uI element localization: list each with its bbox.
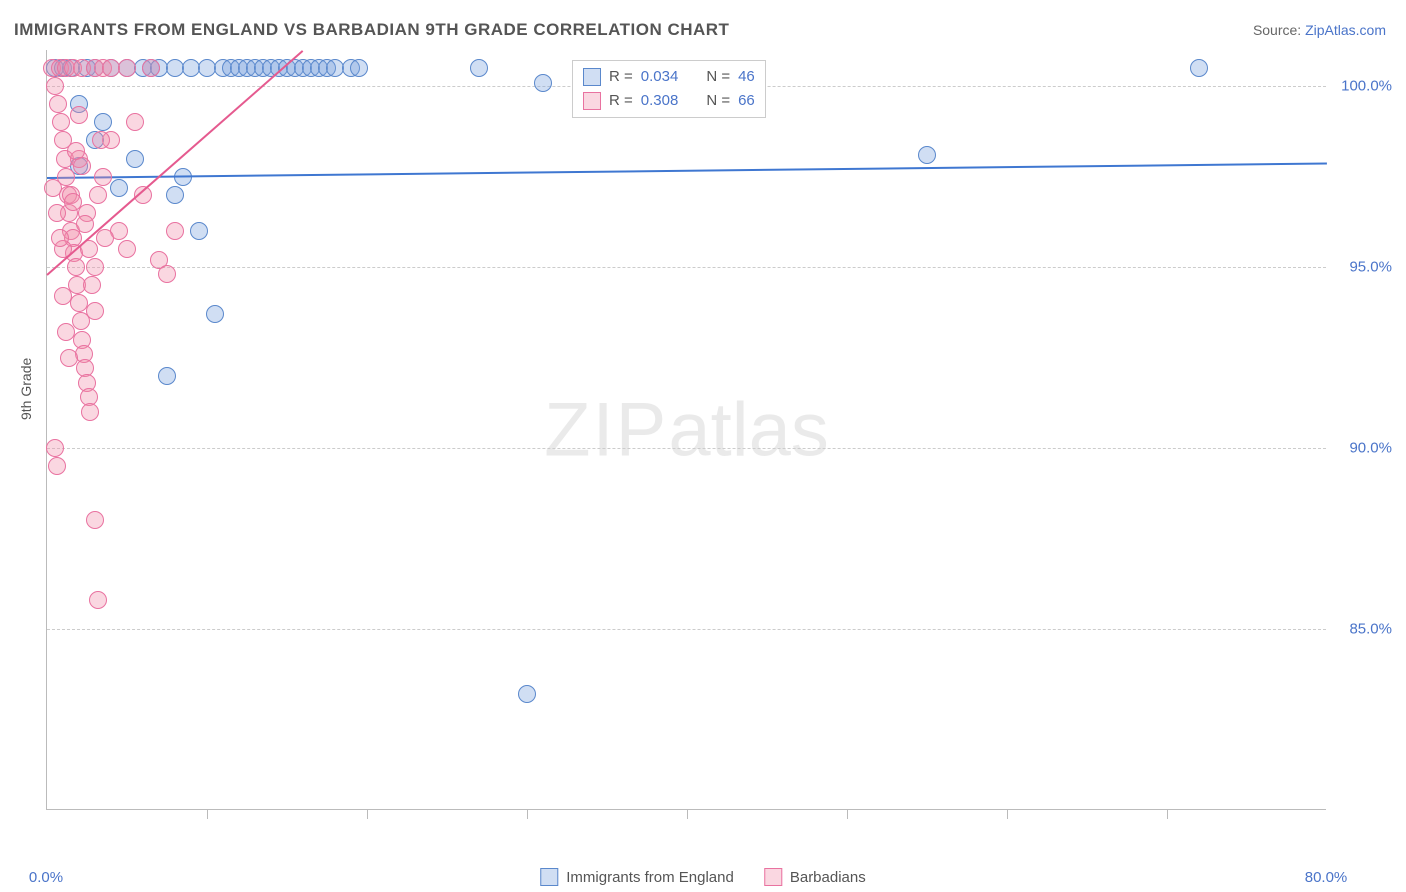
data-point: [470, 59, 488, 77]
watermark: ZIPatlas: [544, 386, 829, 473]
gridline: [47, 448, 1326, 449]
data-point: [67, 258, 85, 276]
stat-n-value: 66: [738, 89, 755, 113]
data-point: [51, 229, 69, 247]
x-tick-label: 0.0%: [29, 869, 63, 886]
data-point: [60, 349, 78, 367]
data-point: [49, 95, 67, 113]
legend-swatch: [583, 92, 601, 110]
data-point: [52, 113, 70, 131]
bottom-legend: Immigrants from England Barbadians: [540, 868, 865, 886]
correlation-legend-row: R = 0.034 N = 46: [583, 65, 755, 89]
watermark-atlas: atlas: [668, 387, 829, 472]
data-point: [118, 59, 136, 77]
stat-n-value: 46: [738, 65, 755, 89]
y-tick-label: 85.0%: [1349, 621, 1392, 638]
data-point: [70, 106, 88, 124]
data-point: [142, 59, 160, 77]
x-tick: [687, 809, 688, 819]
source-value: ZipAtlas.com: [1305, 22, 1386, 38]
data-point: [126, 113, 144, 131]
legend-item-england: Immigrants from England: [540, 868, 734, 886]
stat-r-value: 0.034: [641, 65, 679, 89]
data-point: [158, 265, 176, 283]
data-point: [1190, 59, 1208, 77]
x-tick: [1167, 809, 1168, 819]
data-point: [46, 77, 64, 95]
x-tick: [847, 809, 848, 819]
legend-swatch-barbadians: [764, 868, 782, 886]
data-point: [190, 222, 208, 240]
gridline: [47, 267, 1326, 268]
data-point: [89, 186, 107, 204]
data-point: [94, 168, 112, 186]
x-tick-label: 80.0%: [1305, 869, 1348, 886]
data-point: [44, 179, 62, 197]
chart-title: IMMIGRANTS FROM ENGLAND VS BARBADIAN 9TH…: [14, 20, 729, 40]
data-point: [64, 193, 82, 211]
data-point: [57, 323, 75, 341]
data-point: [350, 59, 368, 77]
data-point: [166, 186, 184, 204]
data-point: [83, 276, 101, 294]
data-point: [54, 287, 72, 305]
data-point: [48, 204, 66, 222]
data-point: [81, 403, 99, 421]
stat-n-label: N =: [706, 65, 730, 89]
data-point: [126, 150, 144, 168]
data-point: [206, 305, 224, 323]
data-point: [48, 457, 66, 475]
legend-label-england: Immigrants from England: [566, 869, 734, 886]
legend-swatch: [583, 68, 601, 86]
data-point: [76, 215, 94, 233]
stat-n-label: N =: [706, 89, 730, 113]
data-point: [86, 302, 104, 320]
data-point: [94, 113, 112, 131]
y-axis-label: 9th Grade: [18, 358, 34, 420]
correlation-legend-row: R = 0.308 N = 66: [583, 89, 755, 113]
stat-r-label: R =: [609, 89, 633, 113]
data-point: [86, 258, 104, 276]
data-point: [73, 157, 91, 175]
data-point: [89, 591, 107, 609]
gridline: [47, 629, 1326, 630]
y-tick-label: 95.0%: [1349, 259, 1392, 276]
data-point: [86, 511, 104, 529]
legend-label-barbadians: Barbadians: [790, 869, 866, 886]
data-point: [96, 229, 114, 247]
data-point: [534, 74, 552, 92]
data-point: [110, 179, 128, 197]
data-point: [92, 131, 110, 149]
y-tick-label: 90.0%: [1349, 440, 1392, 457]
scatter-plot-area: ZIPatlas: [46, 50, 1326, 810]
x-tick: [367, 809, 368, 819]
data-point: [918, 146, 936, 164]
x-tick: [527, 809, 528, 819]
y-tick-label: 100.0%: [1341, 78, 1392, 95]
data-point: [46, 439, 64, 457]
correlation-legend: R = 0.034 N = 46 R = 0.308 N = 66: [572, 60, 766, 118]
source-label: Source:: [1253, 22, 1301, 38]
trend-line: [47, 162, 1327, 178]
x-tick: [1007, 809, 1008, 819]
legend-item-barbadians: Barbadians: [764, 868, 866, 886]
legend-swatch-england: [540, 868, 558, 886]
stat-r-label: R =: [609, 65, 633, 89]
stat-r-value: 0.308: [641, 89, 679, 113]
data-point: [166, 222, 184, 240]
data-point: [118, 240, 136, 258]
x-tick: [207, 809, 208, 819]
source-attribution: Source: ZipAtlas.com: [1253, 22, 1386, 38]
watermark-zip: ZIP: [544, 387, 668, 472]
data-point: [518, 685, 536, 703]
data-point: [158, 367, 176, 385]
